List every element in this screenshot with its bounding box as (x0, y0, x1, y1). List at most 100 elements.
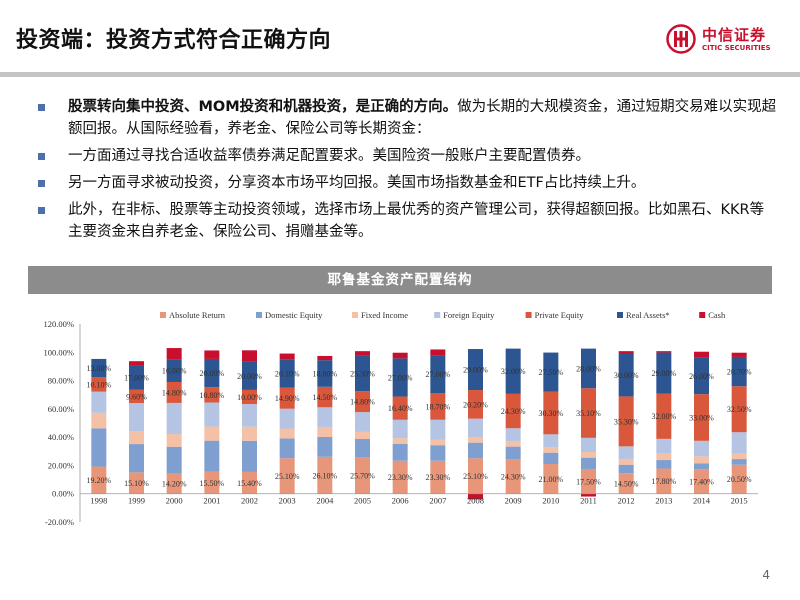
title-divider (0, 72, 800, 77)
bar-segment (355, 412, 370, 432)
bar-segment (166, 348, 182, 360)
bar-segment (129, 403, 144, 432)
bar-segment (355, 438, 370, 458)
chart-area: Absolute Return Domestic Equity Fixed Inco… (28, 300, 772, 544)
x-tick-label: 2013 (655, 496, 672, 506)
data-label: 18.70% (425, 403, 450, 412)
bar-segment (656, 452, 672, 461)
data-label: 14.50% (614, 479, 639, 488)
data-label: 21.00% (538, 475, 563, 484)
bar-segment (656, 352, 672, 394)
bar-segment (279, 359, 295, 388)
bar-segment (656, 468, 672, 494)
stacked-bar-chart: Absolute Return Domestic Equity Fixed Inco… (44, 310, 758, 527)
bar-segment (279, 387, 295, 409)
bar-segment (317, 456, 333, 494)
bar-segment (543, 352, 559, 392)
y-tick-label: -20.00% (45, 517, 74, 527)
bullet-square-icon (38, 104, 45, 111)
bar-segment (694, 440, 709, 457)
bar-segment (166, 381, 182, 403)
bar-segment (694, 394, 709, 441)
x-tick-label: 2004 (316, 496, 334, 506)
data-label: 35.10% (576, 409, 601, 418)
bullet-item: 一方面通过寻找合适收益率债券满足配置要求。美国险资一般账户主要配置债券。 (38, 145, 778, 167)
legend-label: Cash (708, 310, 726, 320)
y-tick-label: 100.00% (44, 347, 74, 357)
chart-banner: 耶鲁基金资产配置结构 (28, 266, 772, 294)
bullet-text: 此外，在非标、股票等主动投资领域，选择市场上最优秀的资产管理公司，获得超额回报。… (68, 202, 765, 240)
bar-segment (656, 438, 672, 453)
bar-segment (468, 418, 483, 438)
bar-segment (618, 351, 634, 354)
data-label: 14.80% (162, 388, 187, 397)
bar-segment (581, 388, 596, 438)
slide-title: 投资端：投资方式符合正确方向 (16, 28, 332, 53)
x-tick-label: 2015 (731, 496, 748, 506)
bar-segment (392, 443, 408, 461)
bar-segment (129, 444, 144, 473)
bullet-text: 做为长期的大规模资金，通过短期交易难以实现超额回报。从国际经验看，养老金、保险公… (68, 99, 777, 137)
data-label: 23.30% (425, 473, 450, 482)
legend-swatch (617, 312, 623, 318)
legend-label: Domestic Equity (265, 310, 323, 320)
bar-segment (204, 440, 220, 472)
x-tick-label: 2007 (429, 496, 446, 506)
data-label: 14.50% (312, 393, 337, 402)
x-tick-label: 2011 (580, 496, 597, 506)
x-tick-label: 2002 (241, 496, 258, 506)
bar-segment (430, 445, 446, 461)
data-label: 27.00% (388, 373, 413, 382)
legend-swatch (525, 312, 532, 318)
data-label: 20.20% (463, 400, 488, 409)
legend-label: Fixed Income (361, 310, 408, 320)
bar-segment (204, 426, 220, 441)
bar-segment (317, 355, 333, 361)
bar-segment (204, 471, 220, 494)
x-tick-label: 2006 (392, 496, 409, 506)
bar-segment (618, 464, 634, 474)
data-label: 20.00% (237, 372, 262, 381)
bar-segment (731, 386, 747, 433)
bar-segment (355, 355, 370, 392)
x-tick-label: 2005 (354, 496, 371, 506)
bullet-item: 股票转向集中投资、MOM投资和机器投资，是正确的方向。做为长期的大规模资金，通过… (38, 96, 778, 140)
data-label: 15.50% (199, 479, 224, 488)
bar-segment (166, 402, 182, 435)
bullet-list: 股票转向集中投资、MOM投资和机器投资，是正确的方向。做为长期的大规模资金，通过… (38, 96, 778, 248)
bar-segment (731, 459, 747, 465)
bar-segment (129, 389, 144, 404)
bar-segment (242, 440, 257, 472)
data-label: 23.30% (388, 473, 413, 482)
bar-segment (129, 365, 144, 390)
bar-segment (430, 460, 446, 494)
bar-segment (355, 457, 370, 494)
data-label: 20.00% (199, 369, 224, 378)
data-label: 16.00% (162, 367, 187, 376)
data-label: 27.00% (425, 370, 450, 379)
bar-segment (694, 469, 709, 494)
bar-segment (618, 473, 634, 494)
data-label: 16.40% (388, 404, 413, 413)
data-label: 20.10% (275, 369, 300, 378)
bar-segment (166, 446, 182, 474)
bar-segment (694, 357, 709, 395)
data-label: 27.50% (538, 368, 563, 377)
bar-segment (279, 408, 295, 429)
bar-segment (430, 419, 446, 440)
legend-swatch (160, 312, 166, 318)
logo-text-cn: 中信证券 (702, 26, 767, 44)
bar-segment (355, 351, 370, 356)
x-tick-label: 2009 (505, 496, 522, 506)
bar-segment (694, 456, 709, 464)
data-label: 29.00% (651, 369, 676, 378)
bar-segment (91, 412, 107, 429)
bar-segment (656, 460, 672, 469)
bar-segment (581, 437, 596, 452)
bar-segment (468, 437, 483, 443)
x-tick-label: 1999 (128, 496, 145, 506)
legend-label: Absolute Return (169, 310, 226, 320)
bar-segment (505, 393, 521, 429)
bar-segment (166, 473, 182, 494)
page-number: 4 (762, 568, 770, 582)
